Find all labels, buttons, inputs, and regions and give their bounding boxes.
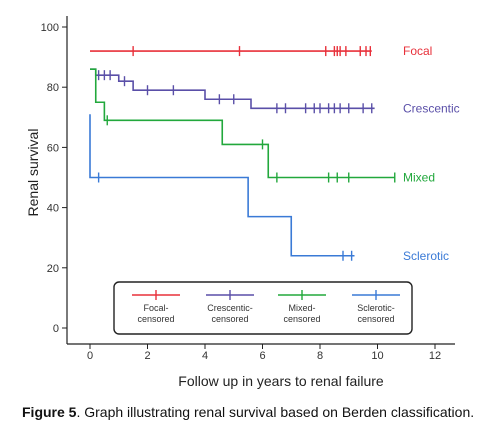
legend-entry-mixed: Mixed-censored (278, 290, 326, 324)
caption-text: . Graph illustrating renal survival base… (76, 404, 475, 420)
legend-label-line2: censored (137, 314, 174, 324)
x-tick-label: 2 (144, 350, 150, 362)
y-tick-label: 100 (41, 22, 59, 34)
figure-caption: Figure 5. Graph illustrating renal survi… (22, 404, 482, 420)
series-label-focal: Focal (403, 44, 432, 58)
series-crescentic (90, 68, 375, 114)
series-label-sclerotic: Sclerotic (403, 249, 449, 263)
series-mixed (90, 68, 396, 183)
y-tick-label: 20 (47, 263, 59, 275)
legend-label-line1: Mixed- (288, 303, 315, 313)
series-label-mixed: Mixed (403, 171, 435, 185)
series-line-crescentic (90, 68, 375, 110)
legend-label-line1: Focal- (143, 303, 168, 313)
legend-label-line2: censored (211, 314, 248, 324)
y-tick-label: 60 (47, 142, 59, 154)
series-focal (90, 46, 372, 57)
series-sclerotic (89, 114, 355, 261)
series-label-crescentic: Crescentic (403, 101, 460, 115)
y-tick-label: 80 (47, 82, 59, 94)
series-line-sclerotic (89, 114, 355, 257)
series-line-mixed (90, 68, 395, 179)
x-tick-label: 8 (317, 350, 323, 362)
x-tick-label: 4 (202, 350, 208, 362)
legend: Focal-censoredCrescentic-censoredMixed-c… (113, 281, 413, 335)
series-layer (89, 46, 396, 261)
legend-box (113, 281, 413, 335)
legend-label-line1: Sclerotic- (357, 303, 395, 313)
y-tick-label: 0 (53, 323, 59, 335)
x-axis-label: Follow up in years to renal failure (178, 373, 384, 389)
caption-label: Figure 5 (22, 404, 77, 420)
legend-label-line2: censored (357, 314, 394, 324)
x-tick-label: 6 (259, 350, 265, 362)
legend-label-line1: Crescentic- (207, 303, 253, 313)
legend-entry-focal: Focal-censored (132, 290, 180, 324)
x-tick-label: 0 (87, 350, 93, 362)
x-tick-label: 10 (371, 350, 383, 362)
kaplan-meier-chart: 0 20 40 60 80 100 0 2 4 6 8 10 12 Follow up in years … (25, 16, 460, 389)
x-tick-label: 12 (429, 350, 441, 362)
y-tick-label: 40 (47, 203, 59, 215)
axes: 0 20 40 60 80 100 0 2 4 6 8 10 12 Follow up in years … (25, 16, 455, 389)
series-labels: Focal Crescentic Mixed Sclerotic (403, 44, 460, 263)
legend-entry-sclerotic: Sclerotic-censored (352, 290, 400, 324)
y-axis-label: Renal survival (25, 129, 41, 217)
legend-entry-crescentic: Crescentic-censored (206, 290, 254, 324)
legend-label-line2: censored (283, 314, 320, 324)
